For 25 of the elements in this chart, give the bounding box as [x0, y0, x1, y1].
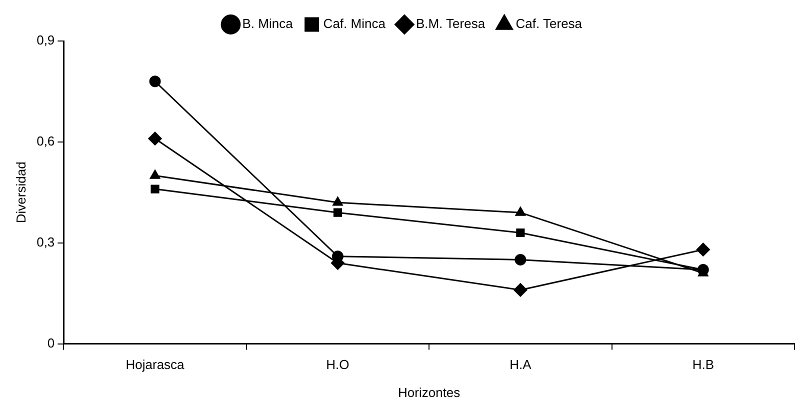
point: [333, 208, 342, 217]
point: [514, 283, 528, 297]
point: [150, 184, 160, 194]
x-axis-title: Horizontes: [398, 384, 461, 400]
point: [148, 132, 162, 146]
x-tick-label: H.A: [510, 357, 532, 372]
y-axis-title: Diversidad: [13, 162, 28, 224]
x-tick-label: H.O: [326, 357, 350, 372]
point: [516, 228, 525, 238]
legend-label: Caf. Minca: [323, 16, 386, 32]
x-tick-label: Hojarasca: [126, 357, 186, 372]
legend-label: B. Minca: [242, 16, 294, 32]
point: [150, 170, 160, 179]
y-tick-label: 0,9: [36, 32, 55, 48]
legend-label: Caf. Teresa: [516, 16, 583, 32]
point: [332, 196, 343, 206]
point: [149, 76, 161, 88]
y-tick-label: 0: [47, 335, 55, 350]
point: [515, 206, 526, 216]
x-tick-label: H.B: [692, 357, 714, 372]
y-tick-label: 0,3: [36, 234, 55, 250]
point: [514, 254, 526, 266]
y-tick-label: 0,6: [36, 134, 55, 149]
point: [696, 242, 710, 256]
legend-label: B.M. Teresa: [416, 16, 486, 32]
